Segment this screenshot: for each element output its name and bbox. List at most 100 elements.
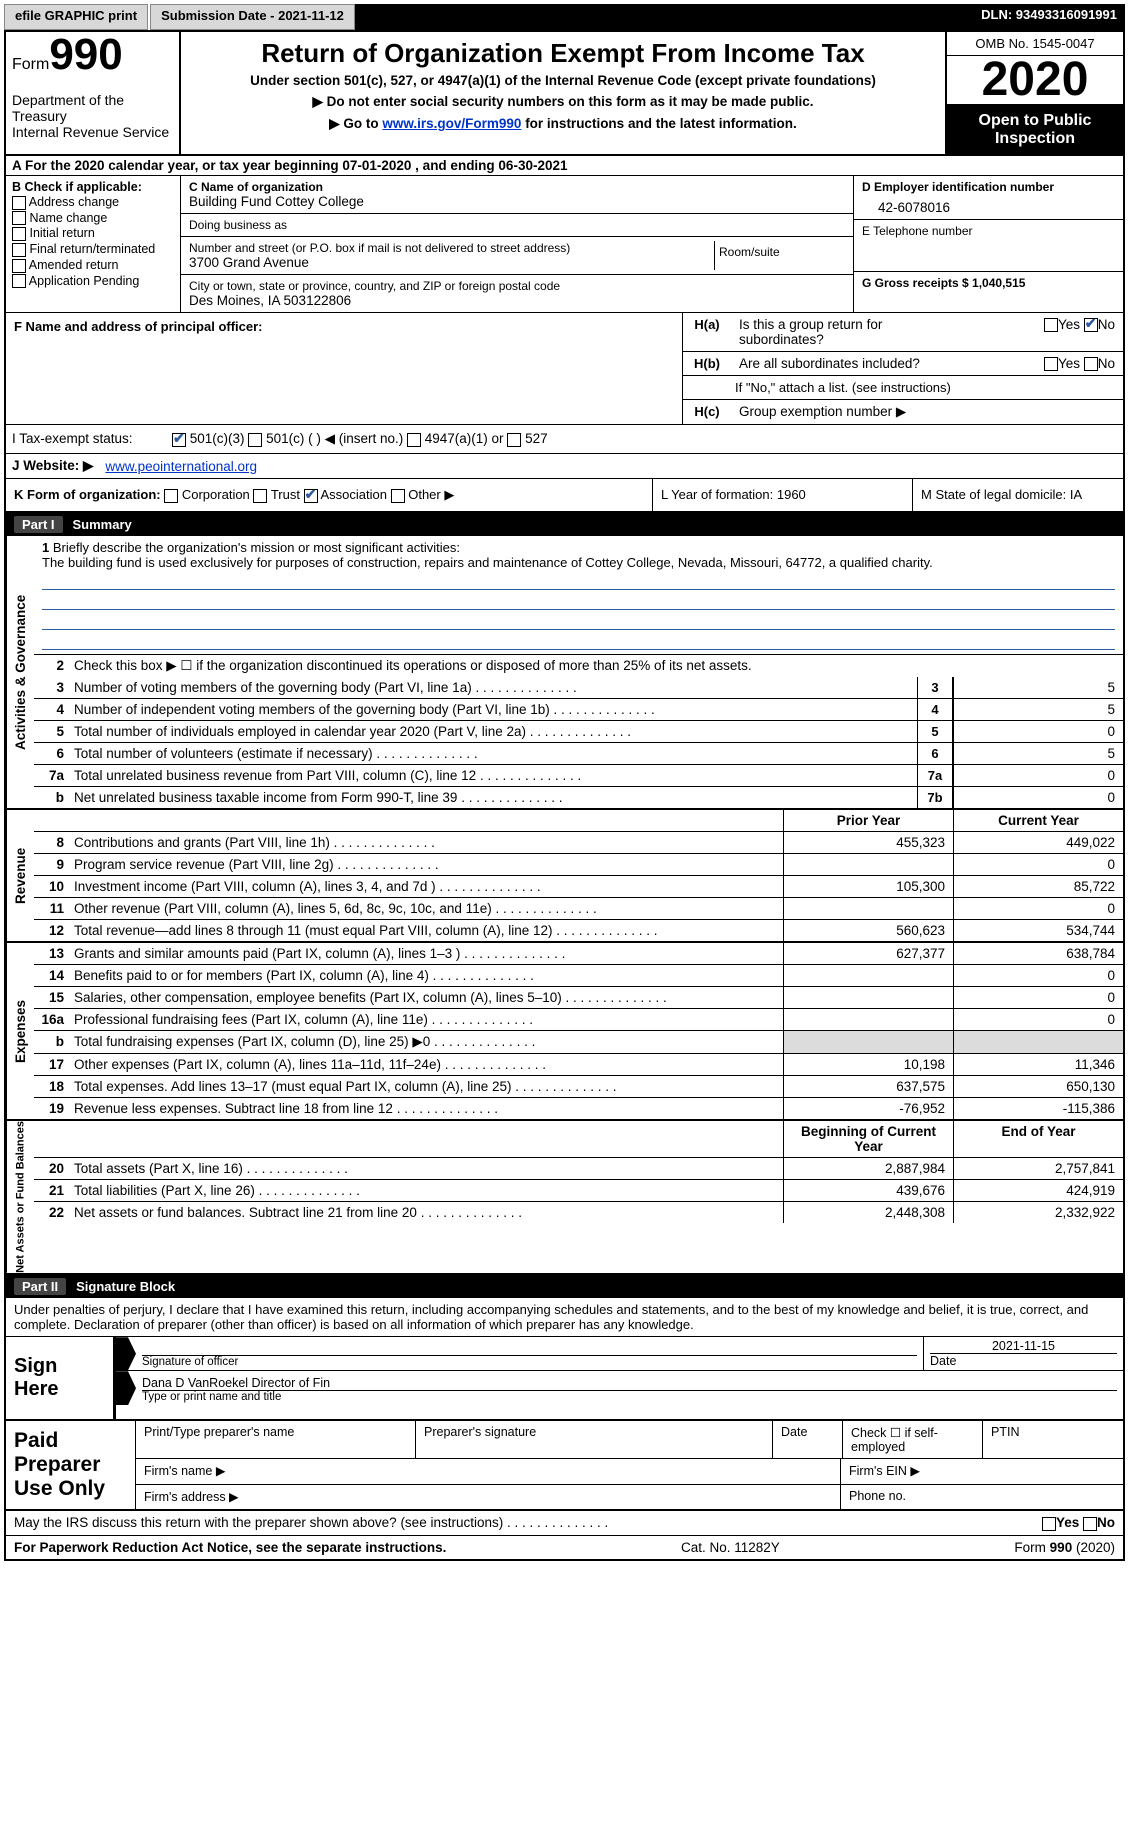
c-street: Number and street (or P.O. box if mail i… <box>181 237 853 275</box>
rev-col-hdr: Prior Year Current Year <box>34 810 1123 832</box>
ha-text: Is this a group return for subordinates? <box>731 313 973 351</box>
g-gross: G Gross receipts $ 1,040,515 <box>854 272 1123 294</box>
b-opt[interactable]: Final return/terminated <box>12 242 174 257</box>
vert-expenses: Expenses <box>6 943 34 1119</box>
data-row: 22Net assets or fund balances. Subtract … <box>34 1202 1123 1223</box>
data-row: 12Total revenue—add lines 8 through 11 (… <box>34 920 1123 941</box>
vert-netassets: Net Assets or Fund Balances <box>6 1121 34 1273</box>
dln-label: DLN: 93493316091991 <box>973 4 1125 30</box>
paid-preparer: Paid Preparer Use Only Print/Type prepar… <box>4 1421 1125 1511</box>
firm-name: Firm's name ▶ <box>136 1459 841 1484</box>
k-options[interactable]: Corporation Trust Association Other ▶ <box>164 487 454 502</box>
q1-text: Briefly describe the organization's miss… <box>53 540 460 555</box>
prep-selfemp[interactable]: Check ☐ if self-employed <box>843 1421 983 1458</box>
p1-expenses: Expenses 13Grants and similar amounts pa… <box>4 943 1125 1121</box>
data-row: 21Total liabilities (Part X, line 26)439… <box>34 1180 1123 1202</box>
prep-name-col: Print/Type preparer's name <box>136 1421 416 1458</box>
d-ein: D Employer identification number 42-6078… <box>854 176 1123 220</box>
data-row: 13Grants and similar amounts paid (Part … <box>34 943 1123 965</box>
discuss-preparer: May the IRS discuss this return with the… <box>4 1511 1125 1535</box>
i-options[interactable]: 501(c)(3) 501(c) ( ) ◀ (insert no.) 4947… <box>166 425 1123 453</box>
b-opt[interactable]: Amended return <box>12 258 174 273</box>
irs-link[interactable]: www.irs.gov/Form990 <box>382 116 521 131</box>
gov-row: 7aTotal unrelated business revenue from … <box>34 765 1123 787</box>
discuss-yn[interactable]: Yes No <box>1042 1515 1115 1530</box>
gov-row: 5Total number of individuals employed in… <box>34 721 1123 743</box>
prep-sig-col: Preparer's signature <box>416 1421 773 1458</box>
dept-label: Department of the Treasury Internal Reve… <box>12 92 173 140</box>
k-label: K Form of organization: <box>14 487 161 502</box>
c-dba: Doing business as <box>181 214 853 237</box>
form-title: Return of Organization Exempt From Incom… <box>187 38 939 69</box>
data-row: 14Benefits paid to or for members (Part … <box>34 965 1123 987</box>
mission-text: The building fund is used exclusively fo… <box>42 555 1115 570</box>
topbar: efile GRAPHIC print Submission Date - 20… <box>4 4 1125 30</box>
p1-netassets: Net Assets or Fund Balances Beginning of… <box>4 1121 1125 1275</box>
b-opt[interactable]: Initial return <box>12 226 174 241</box>
form-number: 990 <box>49 30 122 79</box>
b-header: B Check if applicable: <box>12 180 174 194</box>
l-year: L Year of formation: 1960 <box>653 479 913 513</box>
e-phone: E Telephone number <box>854 220 1123 272</box>
row-kl: K Form of organization: Corporation Trus… <box>4 479 1125 513</box>
form-header: Form990 Department of the Treasury Inter… <box>4 30 1125 156</box>
tax-year: 2020 <box>947 56 1123 106</box>
efile-print-button[interactable]: efile GRAPHIC print <box>4 4 148 30</box>
perjury-note: Under penalties of perjury, I declare th… <box>4 1298 1125 1336</box>
row-i: I Tax-exempt status: 501(c)(3) 501(c) ( … <box>4 424 1125 454</box>
row-j: J Website: ▶ www.peointernational.org <box>4 454 1125 479</box>
arrow-icon <box>116 1337 136 1370</box>
data-row: 16aProfessional fundraising fees (Part I… <box>34 1009 1123 1031</box>
c-name: C Name of organization Building Fund Cot… <box>181 176 853 214</box>
website-link[interactable]: www.peointernational.org <box>105 459 257 474</box>
gov-row: 6Total number of volunteers (estimate if… <box>34 743 1123 765</box>
vert-revenue: Revenue <box>6 810 34 941</box>
gov-row: 3Number of voting members of the governi… <box>34 677 1123 699</box>
hb-text: Are all subordinates included? <box>731 352 973 375</box>
vert-governance: Activities & Governance <box>6 536 34 808</box>
ha-yn[interactable]: Yes No <box>973 313 1123 351</box>
form-subtitle-3: ▶ Go to www.irs.gov/Form990 for instruct… <box>187 116 939 132</box>
sign-here-block: Sign Here Signature of officer 2021-11-1… <box>4 1336 1125 1421</box>
b-opt[interactable]: Name change <box>12 211 174 226</box>
section-fh: F Name and address of principal officer:… <box>4 312 1125 424</box>
row-a-tax-year: A For the 2020 calendar year, or tax yea… <box>4 156 1125 176</box>
prep-date-col: Date <box>773 1421 843 1458</box>
firm-phone: Phone no. <box>841 1485 1123 1510</box>
officer-signature[interactable]: Signature of officer <box>136 1337 923 1370</box>
submission-date: Submission Date - 2021-11-12 <box>150 4 355 30</box>
data-row: 20Total assets (Part X, line 16)2,887,98… <box>34 1158 1123 1180</box>
b-opt[interactable]: Application Pending <box>12 274 174 289</box>
hb-label: H(b) <box>683 352 731 375</box>
p1-revenue: Revenue Prior Year Current Year 8Contrib… <box>4 810 1125 943</box>
data-row: 17Other expenses (Part IX, column (A), l… <box>34 1054 1123 1076</box>
sign-here-label: Sign Here <box>6 1337 116 1419</box>
ptin: PTIN <box>983 1421 1123 1458</box>
na-col-hdr: Beginning of Current Year End of Year <box>34 1121 1123 1158</box>
hc-label: H(c) <box>683 400 731 424</box>
f-label: F Name and address of principal officer: <box>14 319 263 334</box>
data-row: 10Investment income (Part VIII, column (… <box>34 876 1123 898</box>
gov-row: bNet unrelated business taxable income f… <box>34 787 1123 808</box>
p1-governance: Activities & Governance 1 Briefly descri… <box>4 536 1125 810</box>
data-row: 8Contributions and grants (Part VIII, li… <box>34 832 1123 854</box>
open-inspection: Open to Public Inspection <box>947 106 1123 154</box>
form-subtitle-1: Under section 501(c), 527, or 4947(a)(1)… <box>187 73 939 88</box>
arrow-icon <box>116 1371 136 1405</box>
b-opt[interactable]: Address change <box>12 195 174 210</box>
section-b: B Check if applicable: Address change Na… <box>6 176 181 312</box>
gov-row: 4Number of independent voting members of… <box>34 699 1123 721</box>
c-city: City or town, state or province, country… <box>181 275 853 312</box>
officer-name[interactable]: Dana D VanRoekel Director of FinType or … <box>136 1371 1123 1405</box>
sign-date: 2021-11-15Date <box>923 1337 1123 1370</box>
cat-no: Cat. No. 11282Y <box>681 1540 780 1555</box>
data-row: bTotal fundraising expenses (Part IX, co… <box>34 1031 1123 1054</box>
room-suite: Room/suite <box>715 241 845 270</box>
part1-header: Part I Summary <box>4 513 1125 536</box>
section-bcdefgh: B Check if applicable: Address change Na… <box>4 176 1125 312</box>
data-row: 15Salaries, other compensation, employee… <box>34 987 1123 1009</box>
data-row: 18Total expenses. Add lines 13–17 (must … <box>34 1076 1123 1098</box>
m-state: M State of legal domicile: IA <box>913 479 1123 513</box>
form-ref: Form 990 (2020) <box>1014 1540 1115 1555</box>
hb-yn[interactable]: Yes No <box>973 352 1123 375</box>
